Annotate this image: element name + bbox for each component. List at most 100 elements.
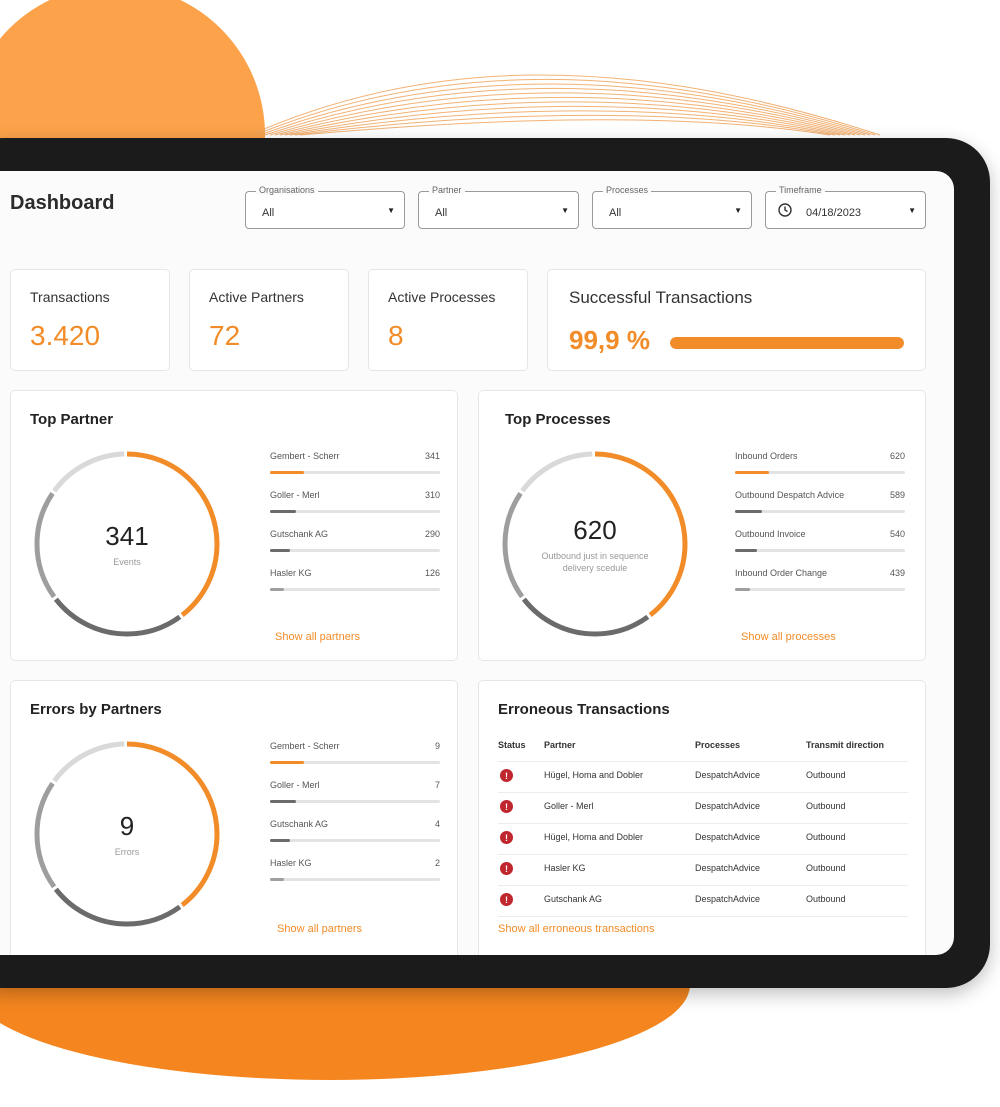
donut-value: 620 xyxy=(573,514,617,545)
donut-segment xyxy=(34,741,220,927)
cell-process: DespatchAdvice xyxy=(695,832,761,842)
cell-partner: Hügel, Homa and Dobler xyxy=(544,770,644,780)
item-bar-track xyxy=(270,839,440,842)
processes-filter[interactable]: Processes All ▼ xyxy=(592,185,752,229)
cell-partner: Hasler KG xyxy=(544,863,586,873)
column-header: Partner xyxy=(544,740,576,750)
list-item: Gembert - Scherr 9 xyxy=(270,741,440,780)
donut-segment xyxy=(502,451,688,637)
item-name: Inbound Orders xyxy=(735,451,798,461)
errors-by-partners-card: Errors by Partners 9 Errors Gembert - Sc… xyxy=(10,680,458,955)
kpi-card-successful-transactions: Successful Transactions 99,9 % xyxy=(547,269,926,371)
column-header: Transmit direction xyxy=(806,740,885,750)
item-bar-track xyxy=(270,471,440,474)
donut-center: 341 Events xyxy=(29,446,225,642)
table-row[interactable]: ! Hügel, Homa and Dobler DespatchAdvice Out… xyxy=(498,824,908,855)
column-header: Status xyxy=(498,740,526,750)
kpi-label: Active Partners xyxy=(209,289,304,305)
table-row[interactable]: ! Hasler KG DespatchAdvice Outbound xyxy=(498,855,908,886)
list-item: Hasler KG 126 xyxy=(270,568,440,607)
donut-center: 620 Outbound just in sequence delivery s… xyxy=(497,446,693,642)
list-item: Outbound Invoice 540 xyxy=(735,529,905,568)
donut-label: Errors xyxy=(114,846,140,857)
erroneous-transactions-table: Status Partner Processes Transmit direct… xyxy=(498,737,908,917)
error-icon: ! xyxy=(500,862,513,875)
chevron-down-icon: ▼ xyxy=(734,206,742,215)
table-row[interactable]: ! Goller - Merl DespatchAdvice Outbound xyxy=(498,793,908,824)
show-all-processes-link[interactable]: Show all processes xyxy=(741,631,836,643)
donut-segment xyxy=(34,741,220,927)
kpi-label: Active Processes xyxy=(388,289,496,305)
show-all-erroneous-link[interactable]: Show all erroneous transactions xyxy=(498,923,655,935)
timeframe-filter[interactable]: Timeframe 04/18/2023 ▼ xyxy=(765,185,926,229)
item-bar-track xyxy=(270,878,440,881)
item-bar-fill xyxy=(270,588,284,591)
kpi-label: Successful Transactions xyxy=(569,288,753,307)
item-count: 439 xyxy=(889,568,905,578)
list-item: Hasler KG 2 xyxy=(270,858,440,897)
item-count: 341 xyxy=(424,451,440,461)
list-item: Goller - Merl 7 xyxy=(270,780,440,819)
error-icon: ! xyxy=(500,893,513,906)
item-bar-track xyxy=(270,549,440,552)
card-title: Top Partner xyxy=(30,411,114,428)
cell-process: DespatchAdvice xyxy=(695,801,761,811)
cell-partner: Goller - Merl xyxy=(544,801,594,811)
item-bar-fill xyxy=(270,761,304,764)
kpi-label: Transactions xyxy=(30,289,110,305)
donut-label: Events xyxy=(113,556,141,567)
table-row[interactable]: ! Hügel, Homa and Dobler DespatchAdvice Out… xyxy=(498,762,908,793)
item-name: Gembert - Scherr xyxy=(270,741,340,751)
errors-rank-list: Gembert - Scherr 9 Goller - Merl 7 Gutschank… xyxy=(270,741,440,897)
item-bar-fill xyxy=(270,878,284,881)
item-bar-fill xyxy=(270,510,296,513)
item-bar-fill xyxy=(735,549,758,552)
list-item: Gutschank AG 290 xyxy=(270,529,440,568)
list-item: Gutschank AG 4 xyxy=(270,819,440,858)
item-bar-track xyxy=(735,510,905,513)
cell-direction: Outbound xyxy=(806,863,846,873)
kpi-card-active-partners: Active Partners 72 xyxy=(189,269,349,371)
show-all-partners-link[interactable]: Show all partners xyxy=(275,631,360,643)
item-count: 310 xyxy=(424,490,440,500)
kpi-value: 3.420 xyxy=(30,320,101,351)
card-title: Erroneous Transactions xyxy=(498,701,670,718)
donut-segment xyxy=(34,451,220,637)
card-title: Errors by Partners xyxy=(30,701,162,718)
item-count: 9 xyxy=(434,741,440,751)
item-name: Gutschank AG xyxy=(270,529,329,539)
list-item: Inbound Order Change 439 xyxy=(735,568,905,607)
item-count: 290 xyxy=(424,529,440,539)
dashboard-screen: Dashboard Organisations All ▼ Partner Al… xyxy=(0,171,954,955)
item-bar-fill xyxy=(270,800,296,803)
cell-process: DespatchAdvice xyxy=(695,863,761,873)
item-name: Gembert - Scherr xyxy=(270,451,340,461)
item-count: 620 xyxy=(889,451,905,461)
item-name: Goller - Merl xyxy=(270,490,320,500)
error-icon: ! xyxy=(500,831,513,844)
top-partner-donut xyxy=(34,451,220,637)
organisations-filter[interactable]: Organisations All ▼ xyxy=(245,185,405,229)
page-title: Dashboard xyxy=(10,192,115,214)
donut-segment xyxy=(34,451,220,637)
top-partner-card: Top Partner 341 Events Gembert - Scherr 3… xyxy=(10,390,458,661)
chevron-down-icon: ▼ xyxy=(908,206,916,215)
table-row[interactable]: ! Gutschank AG DespatchAdvice Outbound xyxy=(498,886,908,917)
item-count: 7 xyxy=(434,780,440,790)
list-item: Outbound Despatch Advice 589 xyxy=(735,490,905,529)
item-bar-track xyxy=(270,588,440,591)
cell-partner: Gutschank AG xyxy=(544,894,603,904)
error-icon: ! xyxy=(500,769,513,782)
item-bar-track xyxy=(735,471,905,474)
list-item: Inbound Orders 620 xyxy=(735,451,905,490)
list-item: Gembert - Scherr 341 xyxy=(270,451,440,490)
partner-rank-list: Gembert - Scherr 341 Goller - Merl 310 Gutsc… xyxy=(270,451,440,607)
donut-center: 9 Errors xyxy=(29,736,225,932)
item-count: 540 xyxy=(889,529,905,539)
donut-label: Outbound just in sequence delivery scedu… xyxy=(541,550,649,573)
kpi-card-transactions: Transactions 3.420 xyxy=(10,269,170,371)
partner-filter[interactable]: Partner All ▼ xyxy=(418,185,579,229)
show-all-partners-link[interactable]: Show all partners xyxy=(277,923,362,935)
item-count: 589 xyxy=(889,490,905,500)
filter-label: Timeframe xyxy=(776,185,825,195)
